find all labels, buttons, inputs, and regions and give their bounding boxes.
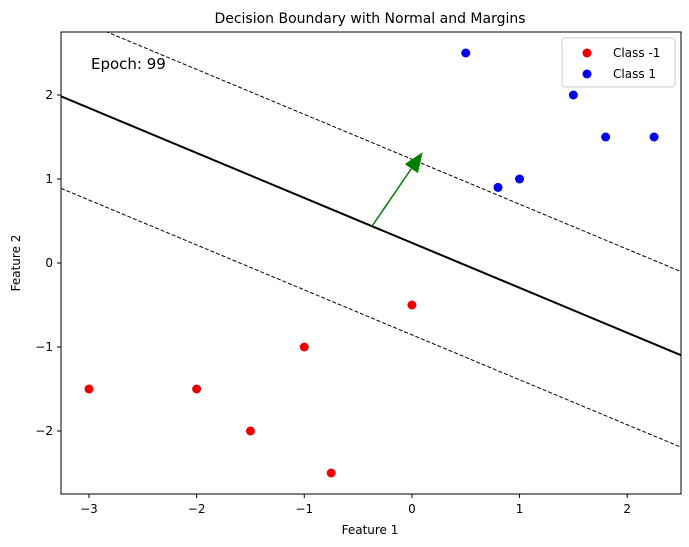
legend: Class -1 Class 1 — [561, 37, 676, 88]
margin-line-2 — [61, 187, 681, 448]
x-tick-label-5: 2 — [623, 502, 631, 516]
y-tick-label-2: 0 — [45, 256, 53, 270]
legend-marker-class-1 — [582, 69, 592, 79]
data-point-series-1-5 — [649, 132, 659, 142]
data-point-series-0-2 — [245, 426, 255, 436]
legend-marker-class-neg1 — [582, 48, 592, 58]
data-point-series-0-3 — [299, 342, 309, 352]
data-point-series-0-0 — [84, 384, 94, 394]
epoch-annotation: Epoch: 99 — [91, 55, 166, 73]
axes-ticks: −3 −2 −1 0 1 2 −2 −1 0 1 2 — [35, 88, 631, 516]
y-tick-label-1: −1 — [35, 340, 53, 354]
legend-label-class-neg1: Class -1 — [613, 46, 660, 60]
x-tick-label-3: 0 — [408, 502, 416, 516]
normal-vector-arrowhead — [404, 152, 423, 174]
decision-boundary-line — [61, 95, 681, 357]
x-axis-label: Feature 1 — [342, 523, 399, 537]
y-tick-label-4: 2 — [45, 88, 53, 102]
normal-vector-shaft — [371, 168, 412, 227]
x-tick-label-0: −3 — [80, 502, 98, 516]
margin-line-1 — [105, 32, 681, 273]
data-point-series-1-0 — [461, 48, 471, 58]
data-point-series-1-4 — [601, 132, 611, 142]
plot-frame — [60, 31, 682, 495]
y-axis-label: Feature 2 — [9, 235, 23, 292]
data-point-series-0-5 — [407, 300, 417, 310]
legend-label-class-1: Class 1 — [613, 67, 656, 81]
data-point-series-0-1 — [192, 384, 202, 394]
data-point-series-1-1 — [493, 182, 503, 192]
y-tick-label-3: 1 — [45, 172, 53, 186]
y-tick-label-0: −2 — [35, 424, 53, 438]
x-tick-label-4: 1 — [516, 502, 524, 516]
data-point-series-1-2 — [515, 174, 525, 184]
data-point-series-0-4 — [326, 468, 336, 478]
x-tick-label-1: −2 — [188, 502, 206, 516]
data-point-series-1-3 — [568, 90, 578, 100]
chart-title: Decision Boundary with Normal and Margin… — [214, 11, 525, 27]
x-tick-label-2: −1 — [295, 502, 313, 516]
plot-area — [61, 32, 681, 478]
